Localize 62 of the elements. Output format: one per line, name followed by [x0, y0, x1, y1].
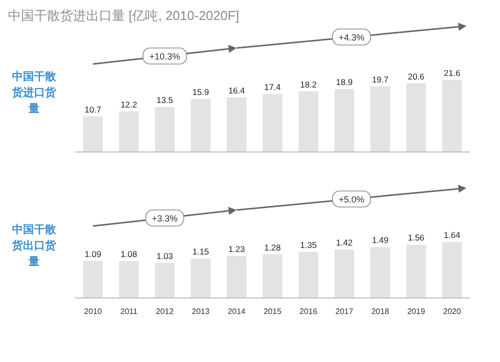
x-tick-label: 2018 [371, 307, 390, 316]
bar [442, 80, 462, 152]
data-label: 20.6 [408, 71, 425, 82]
bar [298, 252, 318, 298]
data-label: 15.9 [192, 87, 210, 97]
bar [190, 258, 211, 298]
data-label: 1.15 [192, 246, 210, 257]
x-tick-label: 2017 [335, 307, 354, 316]
bar [406, 83, 426, 152]
bar [226, 256, 246, 298]
data-label: 1.23 [228, 244, 246, 254]
x-tick-label: 2020 [443, 307, 462, 316]
data-label: 1.08 [120, 249, 138, 260]
data-label: 1.42 [336, 238, 353, 248]
x-tick-label: 2011 [120, 307, 138, 316]
data-label: 1.56 [408, 232, 425, 243]
text: +4.3% [338, 32, 364, 42]
bar [154, 262, 175, 298]
x-tick-label: 2010 [84, 307, 102, 316]
x-tick-label: 2013 [192, 307, 210, 316]
x-tick-label: 2015 [264, 307, 282, 316]
data-label: 12.2 [120, 99, 138, 110]
bar [154, 107, 175, 152]
data-label: 18.2 [300, 79, 317, 90]
bar [226, 97, 246, 152]
bar [83, 260, 103, 298]
data-label: 1.64 [444, 230, 461, 240]
bar [190, 99, 211, 152]
bar [334, 89, 354, 152]
data-label: 1.35 [300, 240, 317, 250]
data-label: 10.7 [84, 104, 102, 114]
x-tick-label: 2014 [228, 307, 246, 316]
data-label: 1.09 [84, 248, 102, 259]
bar [442, 242, 462, 298]
x-tick-label: 2012 [156, 307, 174, 316]
data-label: 16.4 [228, 85, 246, 96]
data-label: 1.49 [372, 235, 389, 246]
data-label: 17.4 [264, 82, 282, 92]
data-label: 1.28 [264, 242, 282, 252]
bar [334, 250, 354, 298]
text: +10.3% [149, 52, 180, 62]
data-label: 1.03 [156, 250, 174, 261]
data-label: 18.9 [336, 77, 353, 87]
y-axis-title: 中国干散货进口货量 [11, 70, 57, 115]
bar [118, 111, 139, 152]
bar [370, 247, 390, 298]
text: +5.0% [338, 194, 364, 204]
chart-title: 中国干散货进出口量 [亿吨, 2010-2020F] [8, 8, 240, 23]
bar [262, 94, 282, 152]
bar [406, 244, 426, 298]
bar [298, 91, 318, 152]
y-axis-title: 中国干散货出口货量 [11, 223, 57, 268]
bar [83, 116, 103, 152]
text: +3.3% [152, 214, 178, 224]
data-label: 19.7 [372, 74, 389, 84]
bar [262, 254, 282, 298]
data-label: 21.6 [444, 68, 461, 78]
bar [118, 261, 139, 298]
data-label: 13.5 [156, 95, 174, 105]
x-tick-label: 2016 [300, 307, 318, 316]
x-tick-label: 2019 [407, 307, 426, 316]
bar [370, 86, 390, 152]
